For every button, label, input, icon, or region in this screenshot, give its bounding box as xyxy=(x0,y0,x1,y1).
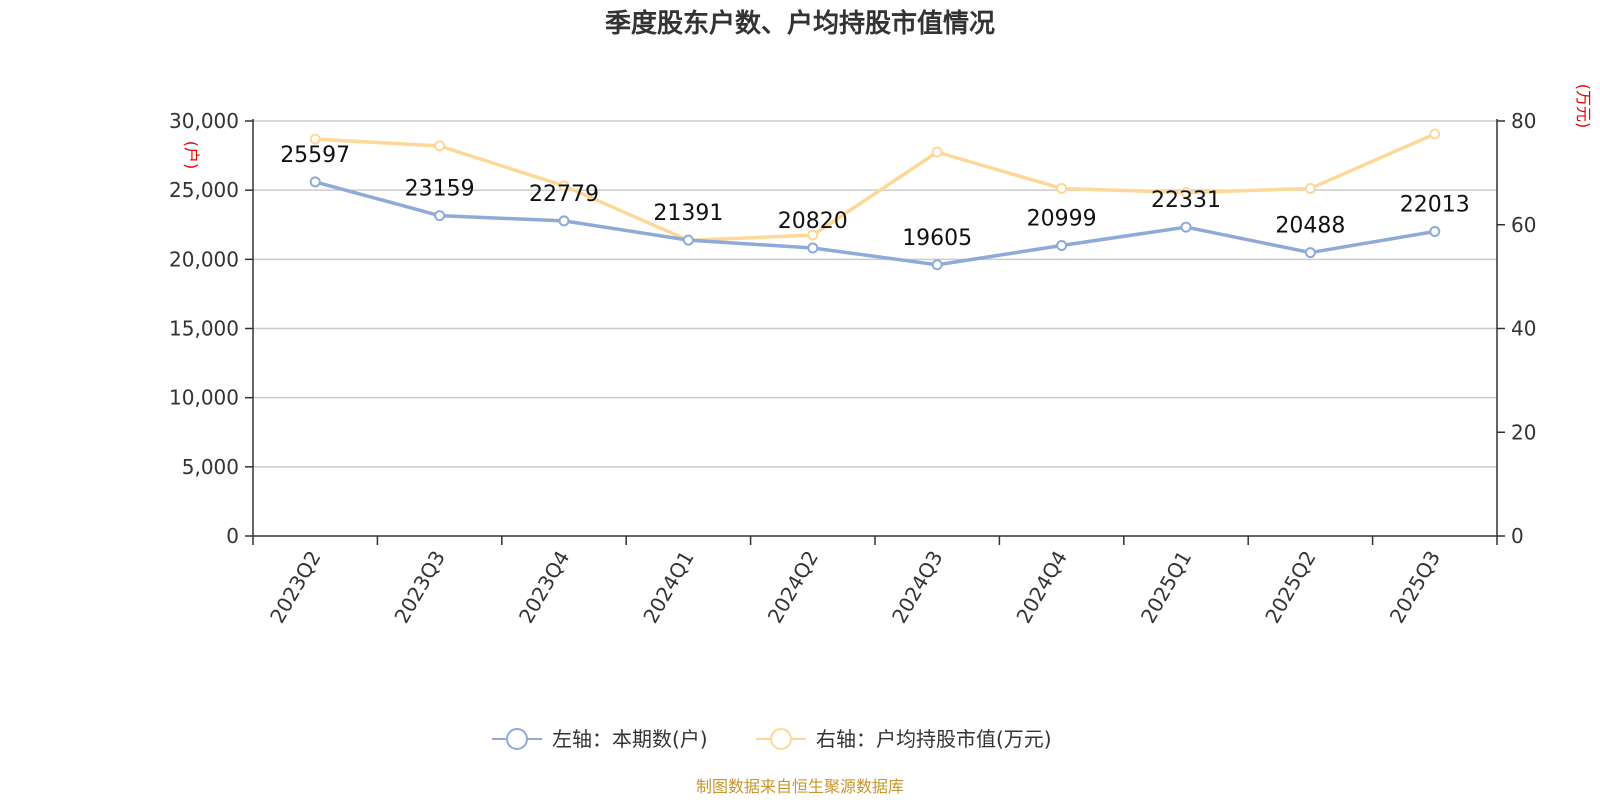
data-point-left[interactable] xyxy=(1304,247,1316,259)
data-point-left[interactable] xyxy=(1180,221,1192,233)
left-tick-label: 0 xyxy=(226,524,239,548)
legend[interactable]: 左轴：本期数(户) 右轴：户均持股市值(万元) xyxy=(492,727,1052,751)
left-tick-label: 30,000 xyxy=(169,109,239,133)
series-line-right xyxy=(315,132,1436,243)
data-point-right[interactable] xyxy=(807,229,819,241)
data-label: 25597 xyxy=(280,143,350,168)
data-label: 20820 xyxy=(778,209,848,234)
data-point-left[interactable] xyxy=(558,215,570,227)
right-axis-unit: (万元) xyxy=(1574,84,1593,129)
legend-label-left: 左轴：本期数(户) xyxy=(552,727,708,751)
legend-marker-left xyxy=(506,728,528,750)
data-point-left[interactable] xyxy=(1056,240,1068,252)
data-label: 22013 xyxy=(1400,192,1470,217)
right-tick-label: 60 xyxy=(1511,213,1536,237)
right-tick-label: 20 xyxy=(1511,420,1536,444)
left-tick-label: 15,000 xyxy=(169,317,239,341)
data-label: 23159 xyxy=(405,177,475,202)
left-tick-label: 25,000 xyxy=(169,178,239,202)
source-note: 制图数据来自恒生聚源数据库 xyxy=(696,777,904,796)
right-tick-label: 40 xyxy=(1511,317,1536,341)
x-tick-label: 2023Q3 xyxy=(389,547,449,628)
x-axis-ticks: 2023Q2 2023Q3 2023Q4 2024Q1 2024Q2 2024Q3 2024… xyxy=(252,536,1498,628)
data-label: 20999 xyxy=(1027,207,1097,232)
x-tick-label: 2023Q4 xyxy=(514,547,574,628)
data-label: 19605 xyxy=(902,226,972,251)
series xyxy=(309,128,1441,271)
x-tick-label: 2024Q1 xyxy=(638,547,698,628)
data-point-left[interactable] xyxy=(682,234,694,246)
legend-item-left-series[interactable]: 左轴：本期数(户) xyxy=(492,727,708,751)
x-tick-label: 2024Q3 xyxy=(887,547,947,628)
data-point-right[interactable] xyxy=(434,140,446,152)
right-axis-ticks: 0 20 40 60 80 xyxy=(1497,109,1536,548)
left-axis-unit: (户) xyxy=(182,141,201,170)
data-point-left[interactable] xyxy=(931,259,943,271)
grid-lines xyxy=(253,120,1497,468)
x-tick-label: 2025Q2 xyxy=(1260,547,1320,628)
data-point-left[interactable] xyxy=(309,176,321,188)
right-tick-label: 0 xyxy=(1511,524,1524,548)
data-point-right[interactable] xyxy=(309,133,321,145)
left-tick-label: 10,000 xyxy=(169,386,239,410)
data-point-right[interactable] xyxy=(1056,182,1068,194)
data-label: 22331 xyxy=(1151,188,1221,213)
data-point-left[interactable] xyxy=(1429,225,1441,237)
x-tick-label: 2024Q2 xyxy=(763,547,823,628)
data-label: 20488 xyxy=(1275,214,1345,239)
data-point-left[interactable] xyxy=(807,242,819,254)
data-point-right[interactable] xyxy=(1180,187,1192,199)
x-tick-label: 2025Q1 xyxy=(1136,547,1196,628)
data-point-right[interactable] xyxy=(1304,182,1316,194)
data-label: 22779 xyxy=(529,182,599,207)
chart-title: 季度股东户数、户均持股市值情况 xyxy=(605,8,995,39)
x-tick-label: 2023Q2 xyxy=(265,547,325,628)
x-tick-label: 2025Q3 xyxy=(1385,547,1445,628)
data-label: 21391 xyxy=(653,201,723,226)
legend-label-right: 右轴：户均持股市值(万元) xyxy=(816,727,1052,751)
data-point-right[interactable] xyxy=(558,180,570,192)
x-tick-label: 2024Q4 xyxy=(1011,547,1071,628)
data-point-left[interactable] xyxy=(434,210,446,222)
right-tick-label: 80 xyxy=(1511,109,1536,133)
data-point-right[interactable] xyxy=(931,146,943,158)
legend-marker-right xyxy=(770,728,792,750)
data-labels: 25597 23159 22779 21391 20820 19605 20999 22331… xyxy=(280,143,1470,251)
left-axis-ticks: 0 5,000 10,000 15,000 20,000 25,000 30,000 xyxy=(169,109,253,548)
series-line-left xyxy=(314,180,1436,267)
legend-item-right-series[interactable]: 右轴：户均持股市值(万元) xyxy=(756,727,1052,751)
left-tick-label: 20,000 xyxy=(169,247,239,271)
left-tick-label: 5,000 xyxy=(182,455,239,479)
data-point-right[interactable] xyxy=(1429,128,1441,140)
